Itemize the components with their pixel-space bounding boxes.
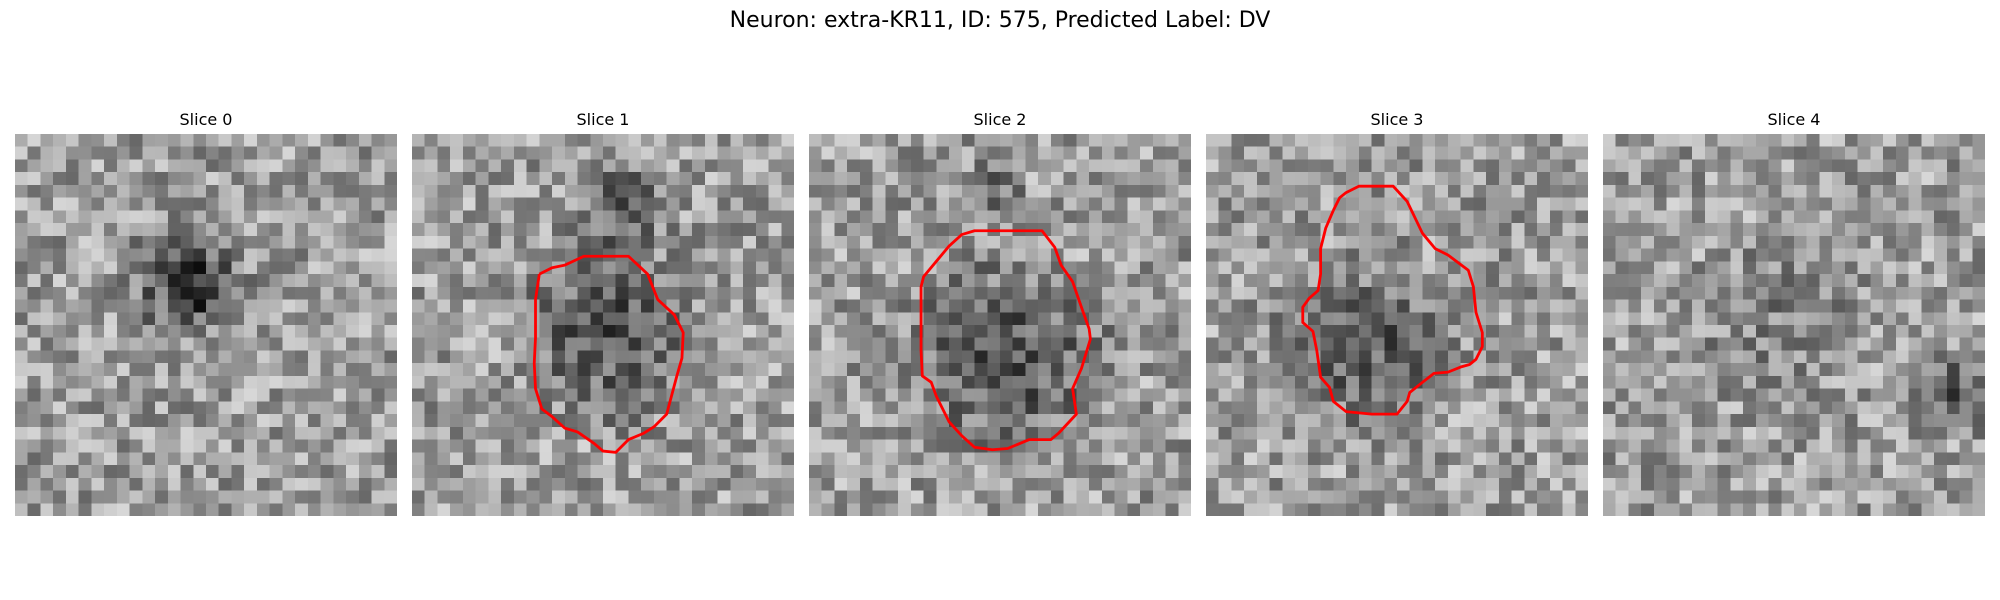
segmentation-outline (532, 254, 685, 454)
slice-image-2 (809, 134, 1191, 516)
pixel-grid (412, 134, 794, 516)
pixel-grid (1603, 134, 1985, 516)
figure-title: Neuron: extra-KR11, ID: 575, Predicted L… (729, 8, 1271, 33)
slice-title-4: Slice 4 (1767, 110, 1821, 129)
segmentation-outline (919, 229, 1092, 452)
slice-image-0 (15, 134, 397, 516)
slice-title-1: Slice 1 (576, 110, 630, 129)
slice-title-0: Slice 0 (179, 110, 233, 129)
pixel-grid (15, 134, 397, 516)
slice-title-3: Slice 3 (1370, 110, 1424, 129)
slice-image-4 (1603, 134, 1985, 516)
pixel-grid (809, 134, 1191, 516)
slice-title-2: Slice 2 (973, 110, 1027, 129)
slice-image-3 (1206, 134, 1588, 516)
slice-image-1 (412, 134, 794, 516)
segmentation-outline (1301, 184, 1484, 416)
